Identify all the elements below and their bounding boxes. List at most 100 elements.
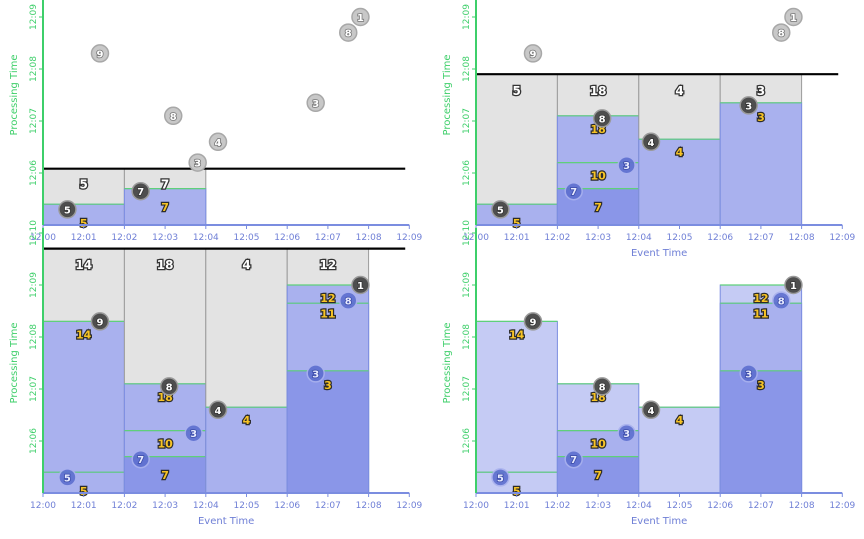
x-tick-label: 12:04 xyxy=(626,501,652,511)
pane-fill-layer xyxy=(475,320,558,494)
y-tick-label: 12:06 xyxy=(462,428,472,454)
x-axis-title: Event Time xyxy=(631,516,687,527)
data-point: 7 xyxy=(564,449,583,469)
sum-label: 5 xyxy=(80,217,88,230)
data-point-label: 3 xyxy=(312,99,319,110)
data-point-label: 3 xyxy=(312,369,319,380)
sum-label: 4 xyxy=(243,414,251,427)
data-point-circle xyxy=(491,200,510,219)
y-tick-label: 12:10 xyxy=(29,220,39,246)
sum-label: 3 xyxy=(757,111,765,124)
x-tick-label: 12:08 xyxy=(789,501,815,511)
x-tick-label: 12:05 xyxy=(667,233,693,243)
data-point: 5 xyxy=(491,200,510,219)
pane: 12 11 3 xyxy=(719,284,803,494)
x-tick-label: 12:05 xyxy=(667,501,693,511)
data-point-label: 1 xyxy=(790,13,797,24)
pane: 4 xyxy=(638,406,721,494)
x-tick-label: 12:00 xyxy=(463,501,489,511)
data-point-label: 8 xyxy=(166,382,173,393)
data-point: 8 xyxy=(163,106,183,126)
data-point: 8 xyxy=(339,23,358,42)
data-point-circle xyxy=(208,400,228,420)
pane-fill-layer xyxy=(719,370,803,494)
pane-fill-layer xyxy=(286,370,370,494)
data-point-label: 4 xyxy=(648,138,655,149)
y-tick-label: 12:09 xyxy=(462,272,472,298)
sum-label: 4 xyxy=(676,414,684,427)
pane-fill-layer xyxy=(205,406,288,494)
x-tick-label: 12:07 xyxy=(315,501,341,511)
data-point: 8 xyxy=(339,291,358,310)
pane: 44 xyxy=(205,248,288,494)
x-tick-label: 12:09 xyxy=(396,501,422,511)
data-point-circle xyxy=(163,106,183,126)
data-point-circle xyxy=(351,275,370,295)
x-tick-label: 12:05 xyxy=(234,501,260,511)
x-tick-label: 12:07 xyxy=(748,233,774,243)
x-tick-label: 12:03 xyxy=(585,501,611,511)
pane: 12 12 11 3 xyxy=(286,248,370,494)
data-point: 3 xyxy=(617,423,636,443)
data-point: 8 xyxy=(592,109,612,128)
data-point-circle xyxy=(739,364,758,383)
sum-label: 5 xyxy=(80,485,88,498)
data-point-circle xyxy=(739,96,758,115)
sum-label: 3 xyxy=(757,379,765,392)
y-tick-label: 12:07 xyxy=(462,108,472,134)
data-point-circle xyxy=(592,377,612,396)
data-point-label: 9 xyxy=(529,49,536,60)
y-tick-label: 12:06 xyxy=(462,160,472,186)
data-point-label: 8 xyxy=(599,114,606,125)
x-tick-label: 12:01 xyxy=(71,233,97,243)
data-point-circle xyxy=(592,109,612,128)
data-point-label: 5 xyxy=(64,205,71,216)
data-point-circle xyxy=(784,275,803,295)
data-point: 8 xyxy=(772,23,791,42)
x-tick-label: 12:04 xyxy=(626,233,652,243)
data-point-circle xyxy=(491,468,510,487)
x-tick-label: 12:02 xyxy=(111,233,137,243)
y-tick-label: 12:08 xyxy=(29,324,39,350)
data-point-circle xyxy=(58,200,77,219)
pane-fill-layer xyxy=(719,102,803,226)
pane-gray-label: 7 xyxy=(161,177,169,191)
x-tick-label: 12:00 xyxy=(30,501,56,511)
x-axis-title: Event Time xyxy=(198,516,254,527)
panel-p2: 551818107443359783438112:0012:0112:0212:… xyxy=(442,0,856,259)
y-tick-label: 12:06 xyxy=(29,428,39,454)
data-point-circle xyxy=(523,312,543,331)
data-point-label: 5 xyxy=(497,473,504,484)
data-point-label: 3 xyxy=(623,429,630,440)
x-tick-label: 12:03 xyxy=(152,233,178,243)
sum-label: 5 xyxy=(513,217,521,230)
y-axis-title: Processing Time xyxy=(9,54,20,135)
x-tick-label: 12:02 xyxy=(111,501,137,511)
data-point-label: 9 xyxy=(96,49,103,60)
data-point-label: 3 xyxy=(190,429,197,440)
data-point: 8 xyxy=(159,377,179,396)
sum-label: 4 xyxy=(676,146,684,159)
sum-label: 11 xyxy=(753,308,768,321)
pane-gray-label: 18 xyxy=(590,84,607,98)
data-point-circle xyxy=(641,400,661,420)
data-point: 7 xyxy=(564,181,583,201)
x-tick-label: 12:04 xyxy=(193,233,219,243)
data-point-label: 1 xyxy=(357,13,364,24)
data-point: 1 xyxy=(784,275,803,295)
data-point-label: 9 xyxy=(96,317,103,328)
data-point: 7 xyxy=(131,181,150,201)
sum-label: 7 xyxy=(161,201,169,214)
data-point-label: 8 xyxy=(345,297,352,308)
y-tick-label: 12:09 xyxy=(462,4,472,30)
panel-p1: 557759783438112:0012:0112:0212:0312:0412… xyxy=(9,0,423,259)
data-point-label: 3 xyxy=(745,101,752,112)
pane-gray-label: 4 xyxy=(675,84,683,98)
data-point: 1 xyxy=(351,275,370,295)
data-point-circle xyxy=(339,23,358,42)
x-tick-label: 12:03 xyxy=(585,233,611,243)
sum-label: 7 xyxy=(161,469,169,482)
data-point-label: 5 xyxy=(64,473,71,484)
